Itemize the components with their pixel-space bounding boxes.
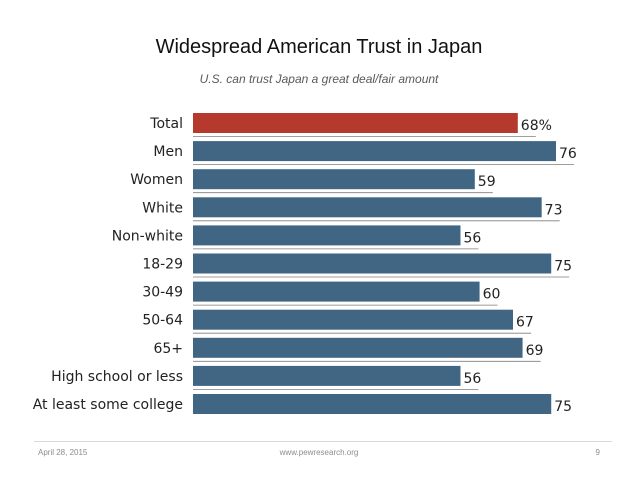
- category-label: At least some college: [33, 397, 183, 413]
- bar-chart: Total 68% Men 76 Women 59 White 73 Non-white 56 18…: [33, 113, 577, 415]
- value-label: 67: [516, 315, 534, 331]
- category-label: 18-29: [142, 257, 183, 273]
- category-label: Men: [153, 144, 183, 160]
- category-label: Non-white: [112, 228, 183, 244]
- category-label: 65+: [153, 341, 183, 357]
- value-label: 75: [554, 399, 572, 415]
- page-number: 9: [595, 448, 600, 457]
- value-label: 69: [526, 343, 544, 359]
- value-label: 59: [478, 174, 496, 190]
- bar: [193, 394, 552, 414]
- bar: [193, 309, 514, 330]
- value-label: 73: [545, 202, 563, 218]
- chart-title: Widespread American Trust in Japan: [155, 36, 483, 58]
- bar: [193, 337, 523, 358]
- bar: [193, 225, 461, 246]
- value-label: 56: [463, 371, 481, 387]
- category-label: 30-49: [142, 285, 183, 301]
- category-label: 50-64: [142, 313, 183, 329]
- bar: [193, 365, 461, 386]
- value-label: 56: [463, 230, 481, 246]
- value-label: 76: [559, 146, 577, 162]
- bar: [193, 197, 542, 218]
- footer-date: April 28, 2015: [38, 448, 88, 457]
- chart-subtitle: U.S. can trust Japan a great deal/fair a…: [199, 72, 439, 86]
- category-label: White: [142, 200, 183, 216]
- bar: [193, 141, 556, 162]
- value-label: 75: [554, 259, 572, 275]
- value-label: 68%: [521, 118, 552, 134]
- footer-divider: [34, 441, 612, 442]
- bar: [193, 113, 518, 133]
- category-label: Total: [149, 116, 183, 132]
- bar: [193, 169, 475, 190]
- bar: [193, 281, 480, 302]
- category-label: Women: [130, 172, 183, 188]
- category-label: High school or less: [51, 369, 183, 385]
- footer-url: www.pewresearch.org: [279, 448, 359, 457]
- bar: [193, 253, 552, 274]
- value-label: 60: [483, 287, 501, 303]
